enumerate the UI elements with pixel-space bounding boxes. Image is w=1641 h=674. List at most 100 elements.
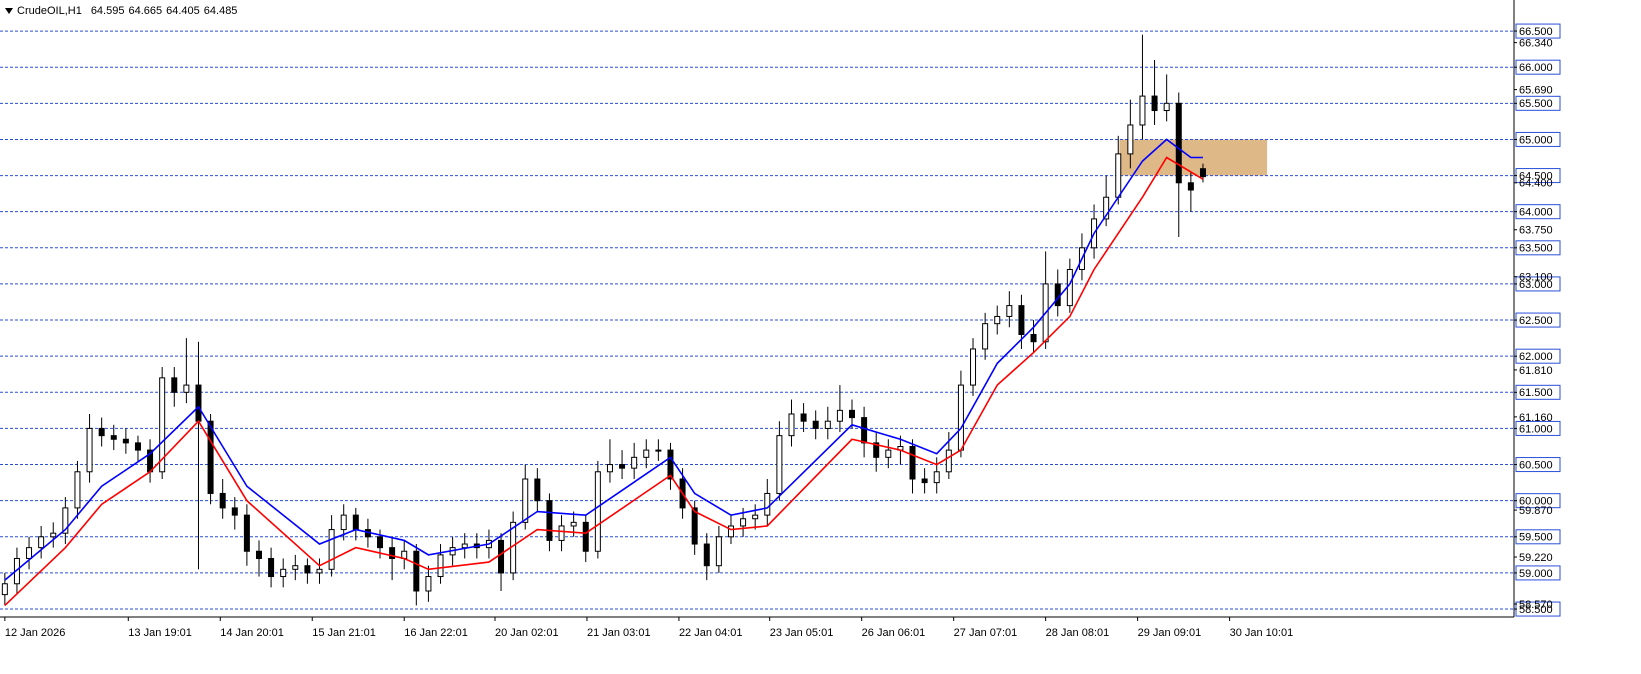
candle-body (255, 550, 262, 559)
candle-body (437, 554, 444, 578)
candle-body (498, 539, 505, 574)
candle-body (1163, 102, 1170, 112)
grid (0, 30, 1514, 610)
candle-body (195, 384, 202, 422)
candle-body (824, 420, 831, 429)
candle-body (570, 521, 577, 527)
candle-body (389, 547, 396, 559)
last-high: 64.665 (128, 5, 162, 17)
candle-body (1127, 124, 1134, 155)
candle-body (413, 550, 420, 592)
candle-body (982, 323, 989, 350)
candle-body (933, 471, 940, 484)
x-tick-label: 21 Jan 03:01 (587, 627, 651, 639)
candle-body (921, 478, 928, 484)
candle-body (643, 449, 650, 458)
y-tick-label: 61.810 (1519, 365, 1553, 377)
level-label: 65.000 (1519, 134, 1553, 146)
candle-body (1018, 305, 1025, 336)
y-tick-label: 65.690 (1519, 84, 1553, 96)
candle-body (243, 514, 250, 552)
level-label: 59.500 (1519, 532, 1553, 544)
candle-body (1115, 153, 1122, 198)
candle-body (328, 529, 335, 570)
candle-body (970, 348, 977, 386)
x-tick-label: 28 Jan 08:01 (1046, 627, 1110, 639)
y-tick-label: 58.570 (1519, 599, 1553, 611)
candle-body (715, 536, 722, 567)
candle-body (207, 420, 214, 494)
candle-body (1103, 196, 1110, 220)
symbol: CrudeOIL,H1 (17, 5, 82, 17)
level-label: 66.000 (1519, 62, 1553, 74)
candle-body (1175, 102, 1182, 184)
x-tick-label: 20 Jan 02:01 (495, 627, 559, 639)
last-open: 64.595 (91, 5, 125, 17)
candle-body (849, 409, 856, 419)
candle-body (292, 565, 299, 570)
candle-body (110, 435, 117, 440)
candle-body (461, 543, 468, 549)
x-tick-label: 29 Jan 09:01 (1138, 627, 1202, 639)
candle-body (352, 514, 359, 531)
y-tick-label: 64.400 (1519, 178, 1553, 190)
level-label: 60.000 (1519, 496, 1553, 508)
collapse-arrow (5, 8, 13, 14)
x-tick-label: 30 Jan 10:01 (1230, 627, 1294, 639)
level-label: 58.500 (1519, 604, 1553, 616)
candle-body (655, 449, 662, 452)
candle-body (268, 557, 275, 578)
level-label: 62.500 (1519, 315, 1553, 327)
candle-body (316, 568, 323, 574)
candle-body (1187, 182, 1194, 191)
candle-body (98, 427, 105, 437)
candle-body (994, 315, 1001, 325)
y-tick-label: 59.220 (1519, 552, 1553, 564)
y-tick-label: 59.870 (1519, 505, 1553, 517)
candle-body (1199, 168, 1206, 178)
last-close: 64.485 (204, 5, 238, 17)
candle-body (885, 449, 892, 458)
candle-body (606, 464, 613, 473)
plot (1, 34, 1206, 607)
level-label: 64.500 (1519, 170, 1553, 182)
candle-body (945, 449, 952, 473)
candle-body (38, 536, 45, 549)
candle-body (727, 525, 734, 538)
level-label: 66.500 (1519, 26, 1553, 38)
candle-body (957, 384, 964, 451)
x-tick-label: 27 Jan 07:01 (954, 627, 1018, 639)
candle-body (764, 492, 771, 516)
level-label: 59.000 (1519, 568, 1553, 580)
x-tick-label: 14 Jan 20:01 (220, 627, 284, 639)
level-label: 61.000 (1519, 423, 1553, 435)
candle-body (522, 478, 529, 523)
candle-body (873, 442, 880, 458)
candle-body (1054, 283, 1061, 307)
candle-body (691, 507, 698, 545)
y-tick-label: 61.160 (1519, 412, 1553, 424)
candle-body (861, 417, 868, 444)
x-tick-label: 15 Jan 21:01 (312, 627, 376, 639)
y-tick-label: 63.750 (1519, 225, 1553, 237)
candle-body (377, 536, 384, 549)
chart-header: CrudeOIL,H1 64.595 64.665 64.405 64.485 (17, 5, 237, 17)
candle-body (62, 507, 69, 534)
candle-body (631, 456, 638, 469)
x-tick-label: 26 Jan 06:01 (862, 627, 926, 639)
candle-body (752, 514, 759, 520)
last-low: 64.405 (166, 5, 200, 17)
candle-body (812, 420, 819, 429)
y-tick-label: 66.340 (1519, 38, 1553, 50)
candle-body (558, 525, 565, 541)
moving-average (4, 138, 1203, 581)
x-tick-label: 12 Jan 2026 (5, 627, 66, 639)
candle-body (1151, 95, 1158, 112)
candle-body (619, 464, 626, 469)
x-tick-label: 16 Jan 22:01 (404, 627, 468, 639)
candle-body (776, 435, 783, 494)
candle-body (86, 427, 93, 473)
x-tick-label: 13 Jan 19:01 (128, 627, 192, 639)
